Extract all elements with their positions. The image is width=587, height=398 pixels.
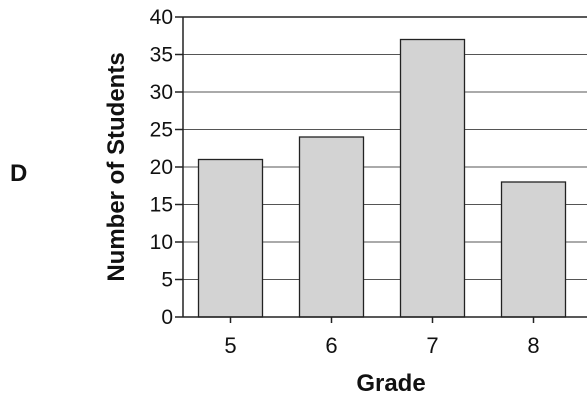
bar <box>500 181 567 318</box>
y-axis-label: Number of Students <box>103 52 130 281</box>
y-tick-label: 40 <box>150 6 173 29</box>
y-tick-label: 30 <box>150 81 173 104</box>
axes <box>175 16 587 323</box>
y-tick-label: 5 <box>161 269 173 292</box>
y-tick-label: 10 <box>150 231 173 254</box>
x-tick-label: 6 <box>325 333 337 358</box>
bars <box>197 38 567 318</box>
bar <box>399 38 466 318</box>
bar <box>197 158 264 318</box>
x-tick-label: 8 <box>527 333 539 358</box>
y-tick-label: 35 <box>150 44 173 67</box>
y-tick-label: 15 <box>150 194 173 217</box>
y-tick-label: 20 <box>150 156 173 179</box>
y-tick-label: 25 <box>150 119 173 142</box>
x-tick-labels: 5 6 7 8 <box>224 333 539 358</box>
x-tick-label: 7 <box>426 333 438 358</box>
x-axis-label: Grade <box>356 370 425 397</box>
bar <box>298 136 365 318</box>
y-tick-labels: 0 5 10 15 20 25 30 35 40 <box>150 6 173 329</box>
option-letter: D <box>10 160 28 187</box>
y-tick-label: 0 <box>161 306 173 329</box>
x-tick-label: 5 <box>224 333 236 358</box>
